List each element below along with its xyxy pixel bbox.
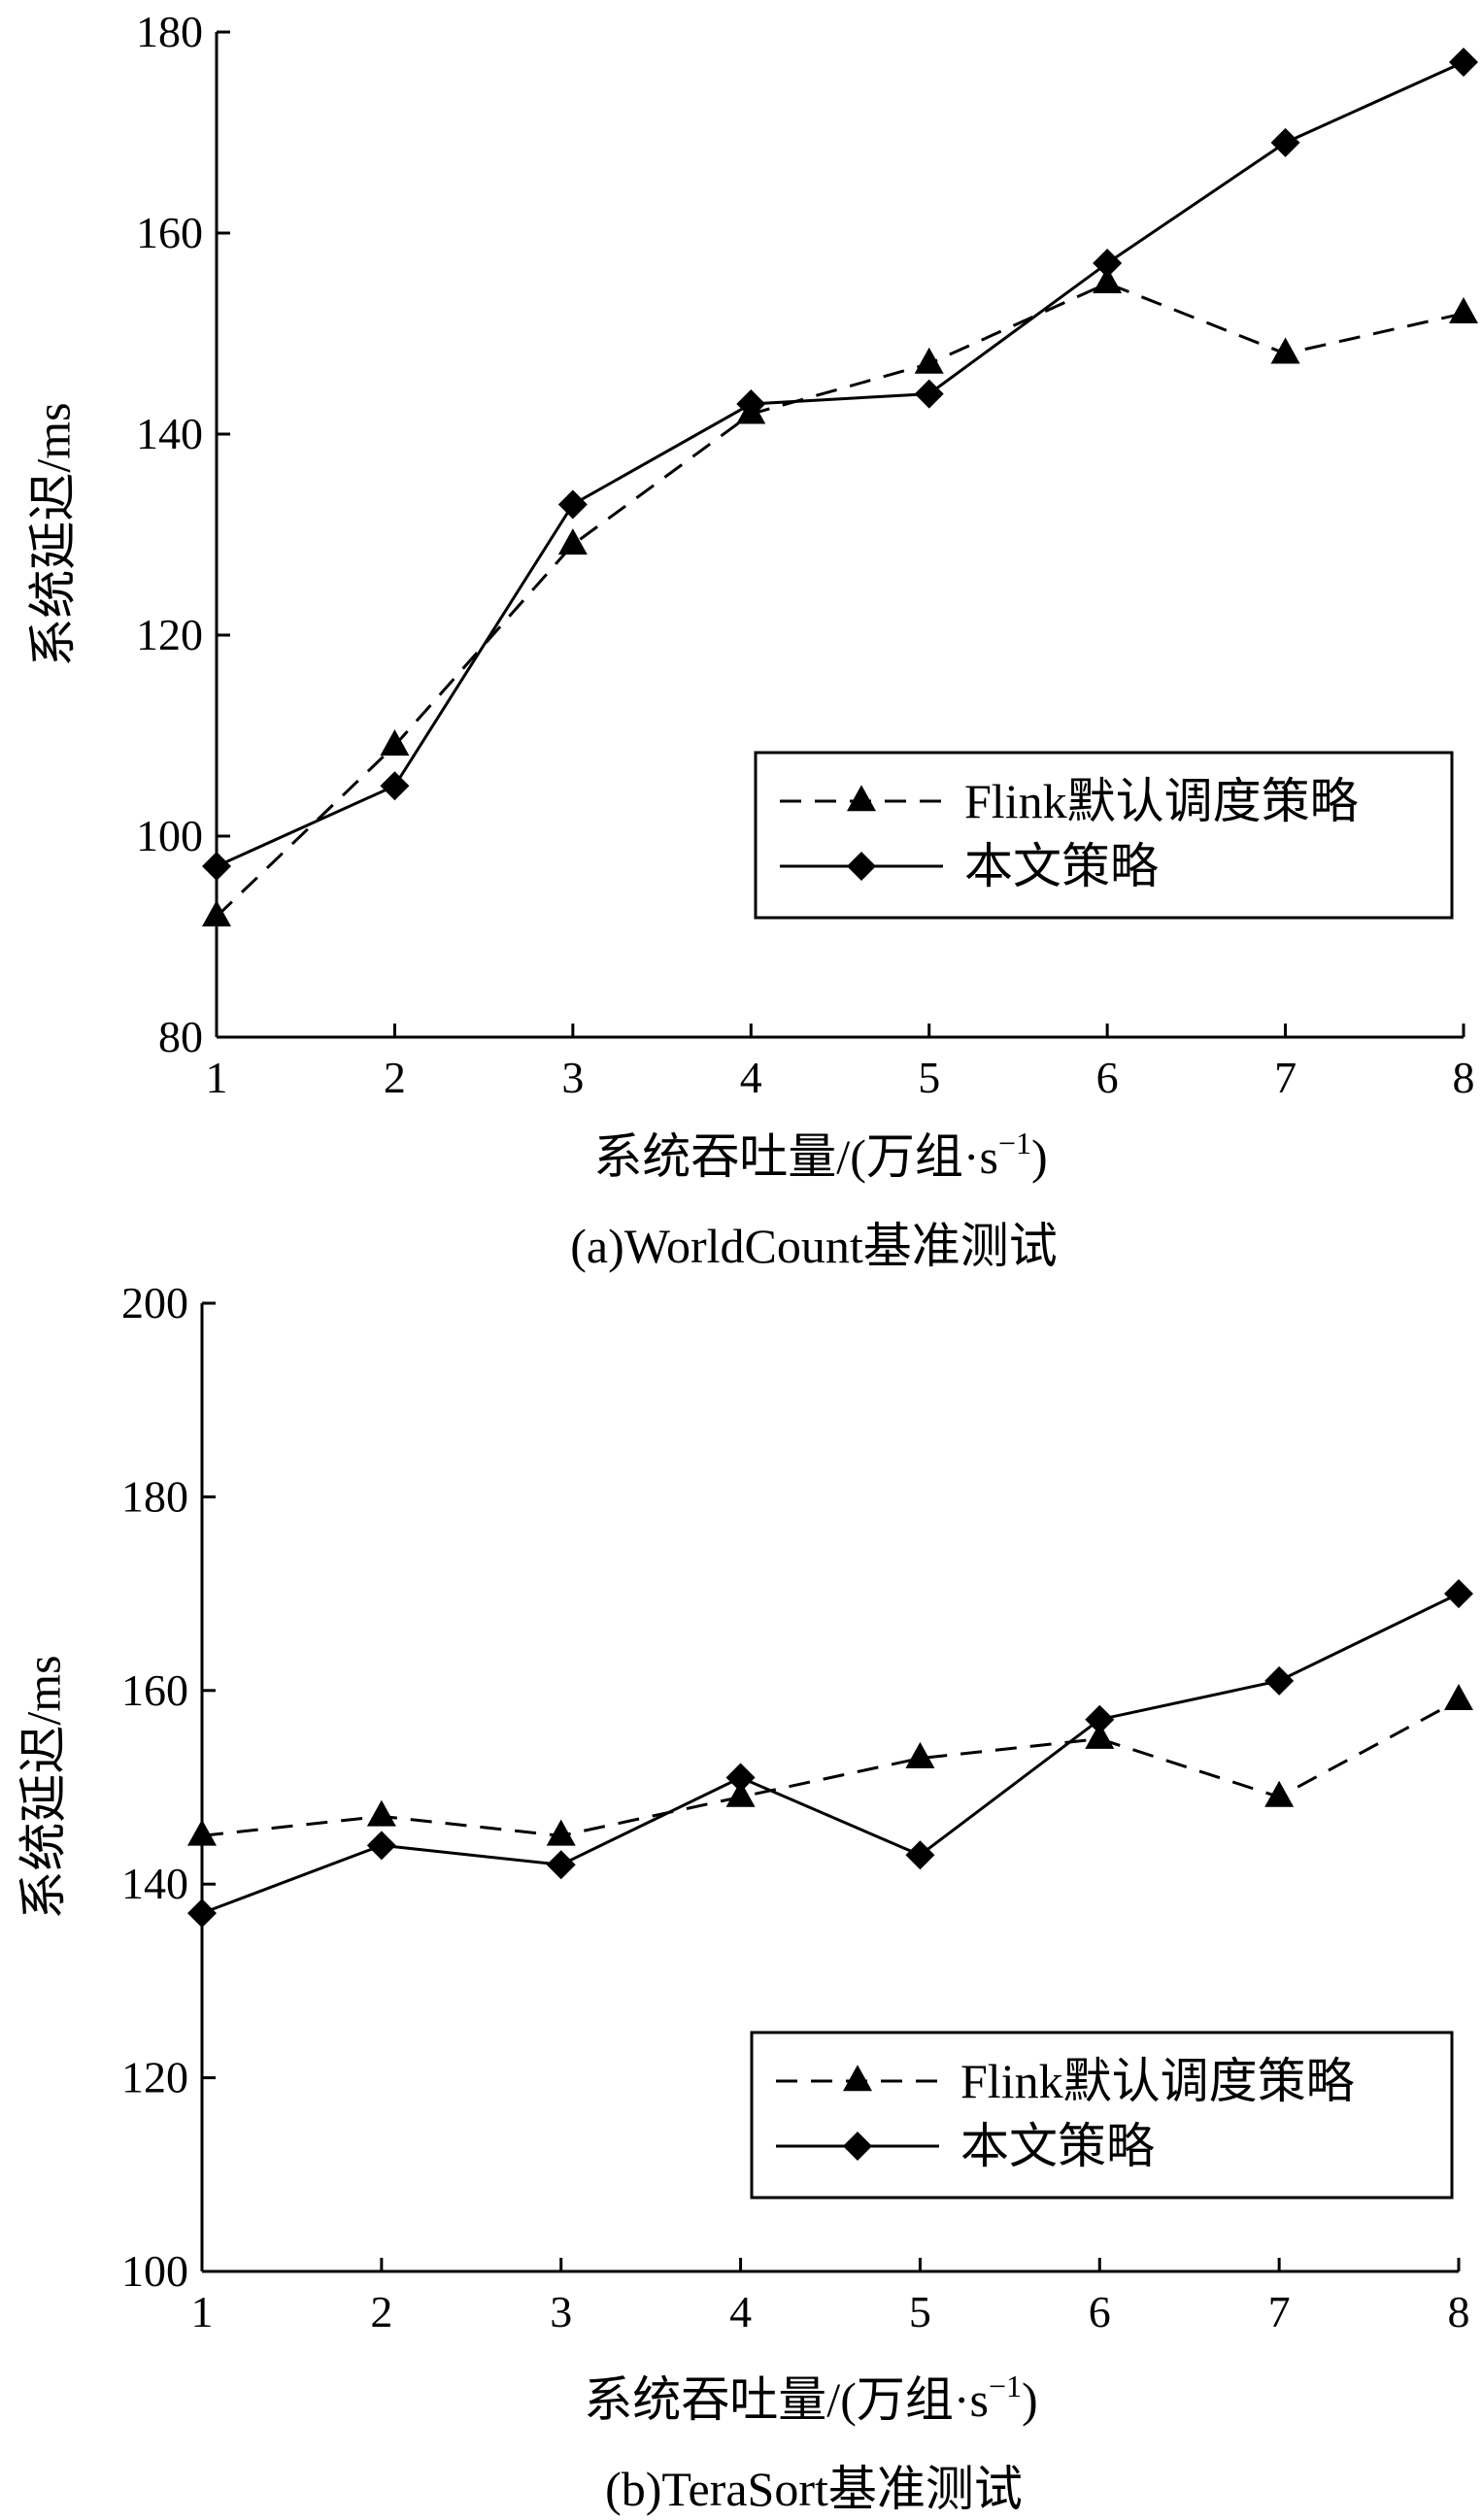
data-point-proposed — [1093, 249, 1123, 279]
x-axis-label-main: 系统吞吐量/(万组·s — [593, 1129, 998, 1184]
data-point-flink-default — [1449, 297, 1478, 324]
data-point-flink-default — [202, 900, 231, 927]
data-point-flink-default — [1085, 1722, 1115, 1749]
series-line-flink-default — [201, 1698, 1460, 1837]
data-point-proposed — [380, 771, 410, 801]
x-tick-label: 4 — [729, 2287, 752, 2336]
x-tick-label: 5 — [918, 1053, 940, 1102]
legend-label: 本文策略 — [960, 2119, 1155, 2173]
x-axis-label-close: ) — [1022, 2372, 1038, 2427]
x-tick-label: 5 — [909, 2287, 931, 2336]
y-axis-label: 系统延迟/ms — [16, 1655, 70, 1919]
y-tick-label: 160 — [136, 208, 203, 257]
data-point-proposed — [736, 388, 766, 419]
x-axis-label-superscript: −1 — [989, 2369, 1022, 2403]
legend-marker-triangle — [843, 2065, 872, 2092]
legend-box — [754, 751, 1454, 920]
y-tick-label: 140 — [136, 409, 203, 458]
series-line-flink-default — [215, 282, 1465, 918]
x-tick-label: 3 — [561, 1053, 584, 1102]
x-axis-label-close: ) — [1031, 1129, 1048, 1184]
data-point-flink-default — [1264, 1780, 1295, 1807]
data-point-proposed — [1449, 48, 1478, 78]
data-point-proposed — [905, 1840, 935, 1870]
x-tick-label: 8 — [1453, 1053, 1475, 1102]
data-point-flink-default — [1270, 337, 1300, 364]
x-tick-label: 8 — [1448, 2287, 1470, 2336]
x-tick-label: 7 — [1268, 2287, 1291, 2336]
data-point-proposed — [1444, 1579, 1473, 1609]
y-tick-label: 100 — [136, 811, 203, 860]
y-tick-label: 160 — [121, 1665, 188, 1715]
legend-marker-diamond — [843, 2132, 872, 2161]
x-axis-label-superscript: −1 — [998, 1126, 1031, 1160]
data-point-flink-default — [187, 1819, 217, 1846]
x-axis-label: 系统吞吐量/(万组·s−1) — [584, 2369, 1037, 2427]
data-point-proposed — [1270, 127, 1300, 157]
x-tick-label: 2 — [370, 2287, 392, 2336]
legend-marker-triangle — [847, 785, 876, 812]
y-tick-label: 120 — [121, 2053, 188, 2102]
data-point-flink-default — [725, 1780, 756, 1807]
data-point-flink-default — [557, 528, 588, 555]
legend-label: Flink默认调度策略 — [964, 774, 1359, 828]
legend-label: Flink默认调度策略 — [960, 2054, 1355, 2108]
y-tick-label: 200 — [121, 1278, 188, 1327]
data-point-proposed — [546, 1850, 576, 1880]
y-tick-label: 120 — [136, 610, 203, 659]
data-point-flink-default — [1093, 267, 1123, 294]
data-point-flink-default — [546, 1819, 576, 1846]
data-point-proposed — [366, 1831, 396, 1861]
series-line-proposed — [216, 60, 1465, 868]
x-axis-label: 系统吞吐量/(万组·s−1) — [593, 1126, 1047, 1184]
panel-caption: (a)WorldCount基准测试 — [570, 1219, 1057, 1273]
legend-label: 本文策略 — [964, 839, 1159, 893]
y-tick-label: 100 — [121, 2246, 188, 2296]
data-point-proposed — [1085, 1704, 1115, 1734]
y-tick-label: 180 — [121, 1471, 188, 1521]
chart-panel-b: 100 120 140 160 180 200 1 2 3 4 5 6 7 8 Flink默认调度策略本文策… — [16, 1278, 1473, 2516]
y-axis-label: 系统延迟/ms — [25, 402, 80, 666]
x-tick-label: 2 — [384, 1053, 406, 1102]
data-point-proposed — [1264, 1665, 1295, 1696]
data-point-flink-default — [1444, 1684, 1473, 1711]
x-axis-label-main: 系统吞吐量/(万组·s — [584, 2372, 989, 2427]
chart-panel-a: 80 100 120 140 160 180 1 2 3 4 5 6 7 8 Flink默认调度策略本文策略… — [25, 7, 1478, 1273]
y-tick-label: 80 — [158, 1012, 203, 1061]
x-tick-label: 1 — [206, 1053, 228, 1102]
y-tick-label: 180 — [136, 7, 203, 56]
data-point-proposed — [187, 1898, 217, 1929]
x-tick-label: 4 — [740, 1053, 762, 1102]
panel-caption: (b)TeraSort基准测试 — [605, 2462, 1023, 2516]
data-point-proposed — [725, 1763, 756, 1793]
data-point-flink-default — [914, 347, 944, 374]
data-point-flink-default — [380, 729, 410, 756]
data-point-flink-default — [366, 1799, 396, 1827]
legend-box — [750, 2031, 1454, 2200]
x-tick-label: 1 — [191, 2287, 214, 2336]
data-point-proposed — [557, 489, 588, 520]
legend-marker-diamond — [847, 852, 876, 881]
y-tick-label: 140 — [121, 1859, 188, 1908]
data-point-proposed — [914, 379, 944, 409]
x-tick-label: 6 — [1096, 1053, 1119, 1102]
x-tick-label: 3 — [550, 2287, 572, 2336]
data-point-flink-default — [905, 1741, 935, 1768]
x-tick-label: 6 — [1089, 2287, 1111, 2336]
x-tick-label: 7 — [1274, 1053, 1297, 1102]
series-line-proposed — [201, 1592, 1460, 1915]
data-point-proposed — [202, 852, 231, 882]
